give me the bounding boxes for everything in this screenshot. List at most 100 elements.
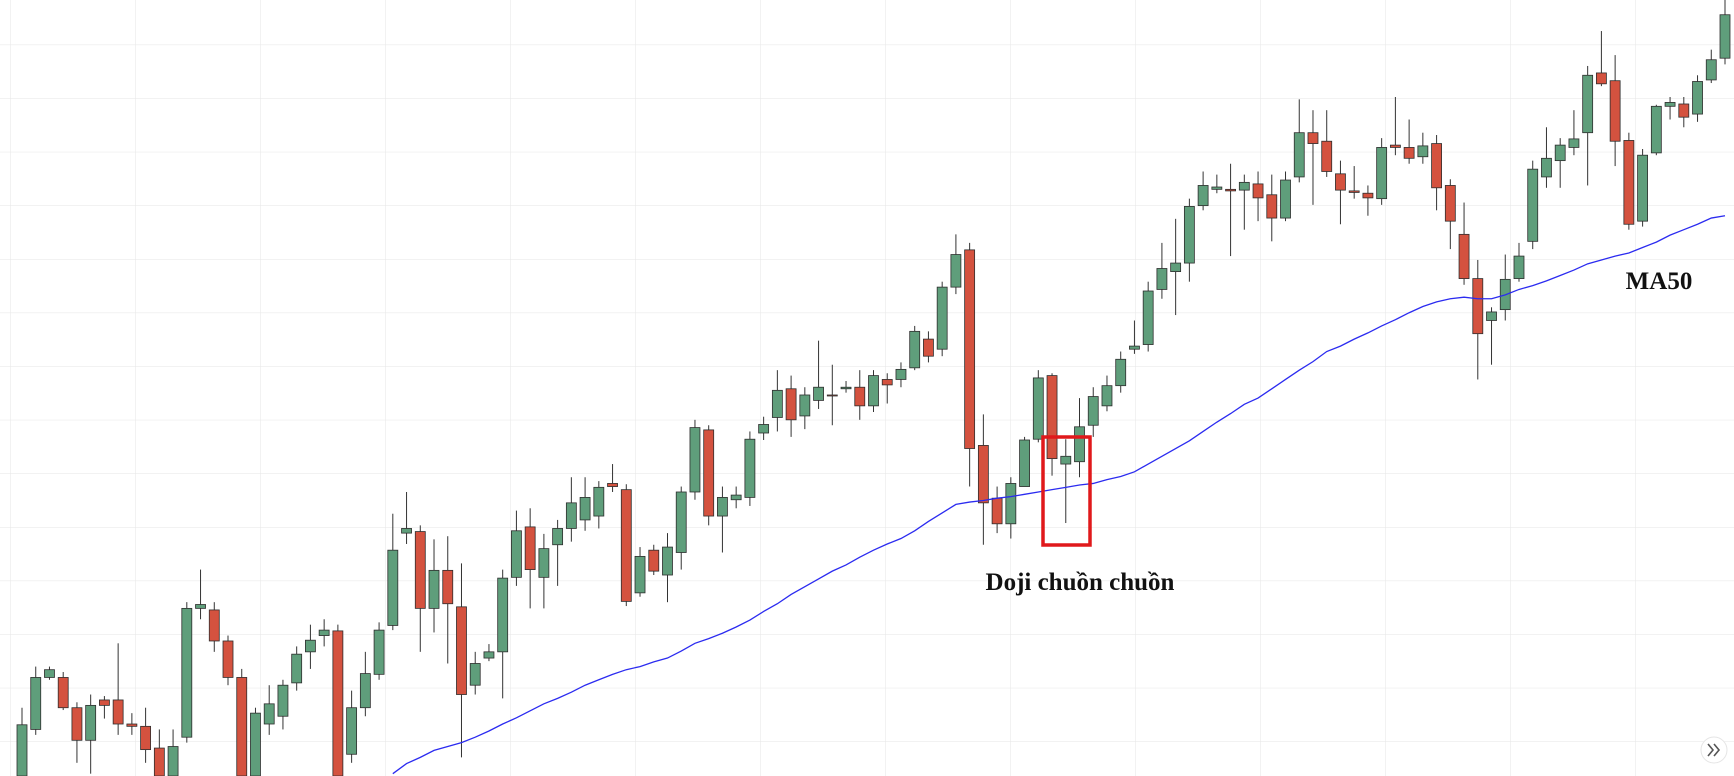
candle-body — [813, 386, 824, 401]
candle-body — [1115, 358, 1127, 387]
candle-body — [140, 725, 152, 751]
candle-body — [277, 684, 289, 717]
candle-body — [1046, 375, 1058, 460]
candle-body — [497, 577, 509, 653]
annotation: Doji chuồn chuồn — [986, 569, 1175, 596]
candle-body — [1087, 396, 1099, 426]
candle-body — [112, 699, 124, 725]
candle-body — [511, 530, 522, 578]
candle-body — [1554, 144, 1566, 162]
scroll-button[interactable] — [1700, 736, 1728, 764]
candle-body — [1389, 144, 1401, 148]
candle-body — [1238, 181, 1250, 191]
candle-body — [195, 604, 206, 609]
candle-body — [785, 388, 797, 421]
candle-body — [538, 548, 550, 578]
candle-body — [1403, 147, 1415, 159]
candle-body — [250, 712, 261, 776]
candle-body — [1650, 105, 1662, 154]
candle-body — [318, 629, 330, 636]
plot — [16, 0, 1731, 776]
candle-body — [1541, 157, 1552, 178]
candle-body — [1293, 132, 1305, 178]
candle-body — [717, 497, 728, 517]
candle-body — [703, 429, 715, 517]
candle-body — [909, 330, 921, 369]
candle-body — [675, 491, 687, 553]
candle-body — [1678, 103, 1690, 118]
candle-body — [30, 677, 42, 730]
candle-body — [964, 249, 976, 449]
candle-body — [689, 427, 701, 493]
candle-body — [1170, 262, 1182, 272]
candle-body — [1156, 268, 1168, 290]
candle-body — [1582, 74, 1594, 134]
candle-body — [263, 703, 275, 725]
candle-body — [1719, 14, 1731, 59]
candle-body — [153, 747, 165, 776]
candle-body — [1060, 455, 1072, 465]
candle-body — [1458, 233, 1470, 279]
candle-body — [1444, 185, 1456, 222]
candle-body — [1101, 385, 1113, 407]
candle-body — [524, 526, 536, 570]
ma-line — [392, 215, 1726, 775]
candle-body — [208, 609, 220, 642]
candle-body — [44, 669, 55, 678]
candle-body — [950, 254, 962, 288]
candle-body — [222, 640, 234, 678]
candle-body — [85, 704, 97, 741]
candle-body — [579, 497, 591, 521]
candle-body — [57, 677, 69, 709]
candle-body — [332, 630, 344, 776]
candle-body — [1431, 143, 1442, 189]
candle-body — [1252, 183, 1264, 199]
candle-body — [881, 379, 893, 386]
candle-body — [359, 673, 371, 709]
candle-body — [607, 483, 618, 487]
candle-body — [1472, 278, 1484, 335]
candle-body — [1417, 145, 1429, 158]
candle-body — [1211, 186, 1223, 190]
candle-body — [373, 629, 385, 675]
candle-body — [1609, 80, 1621, 142]
candle-body — [648, 549, 660, 572]
candle-body — [744, 438, 756, 498]
candle-body — [1623, 140, 1635, 225]
candle-body — [16, 724, 28, 776]
candle-body — [895, 368, 907, 380]
candle-body — [593, 486, 605, 517]
candle-body — [923, 338, 934, 357]
candle-body — [483, 651, 495, 659]
candle-body — [840, 386, 852, 390]
candle-body — [99, 699, 110, 706]
candle-body — [1348, 190, 1360, 193]
candle-body — [1005, 483, 1017, 525]
candle-body — [1335, 173, 1346, 191]
candle-body — [662, 546, 673, 576]
candle-body — [1568, 138, 1580, 148]
candle-body — [181, 607, 193, 738]
candle-body — [1527, 168, 1539, 242]
ma-label: MA50 — [1626, 268, 1693, 295]
candle-body — [868, 375, 879, 407]
candle-body — [387, 549, 399, 626]
candle-body — [854, 386, 866, 407]
candle-body — [167, 746, 179, 776]
candle-body — [1307, 132, 1319, 144]
candle-body — [771, 389, 783, 418]
candle-body — [401, 528, 412, 534]
button-icon[interactable] — [1707, 743, 1721, 757]
candle-body — [552, 528, 564, 546]
candle-body — [730, 494, 742, 501]
candle-body — [799, 394, 811, 417]
candle-body — [236, 677, 248, 776]
highlight-box — [1041, 435, 1092, 547]
candle-body — [1183, 206, 1195, 264]
candle-body — [1074, 426, 1085, 463]
candle-body — [71, 707, 83, 741]
candle-body — [1692, 81, 1703, 115]
